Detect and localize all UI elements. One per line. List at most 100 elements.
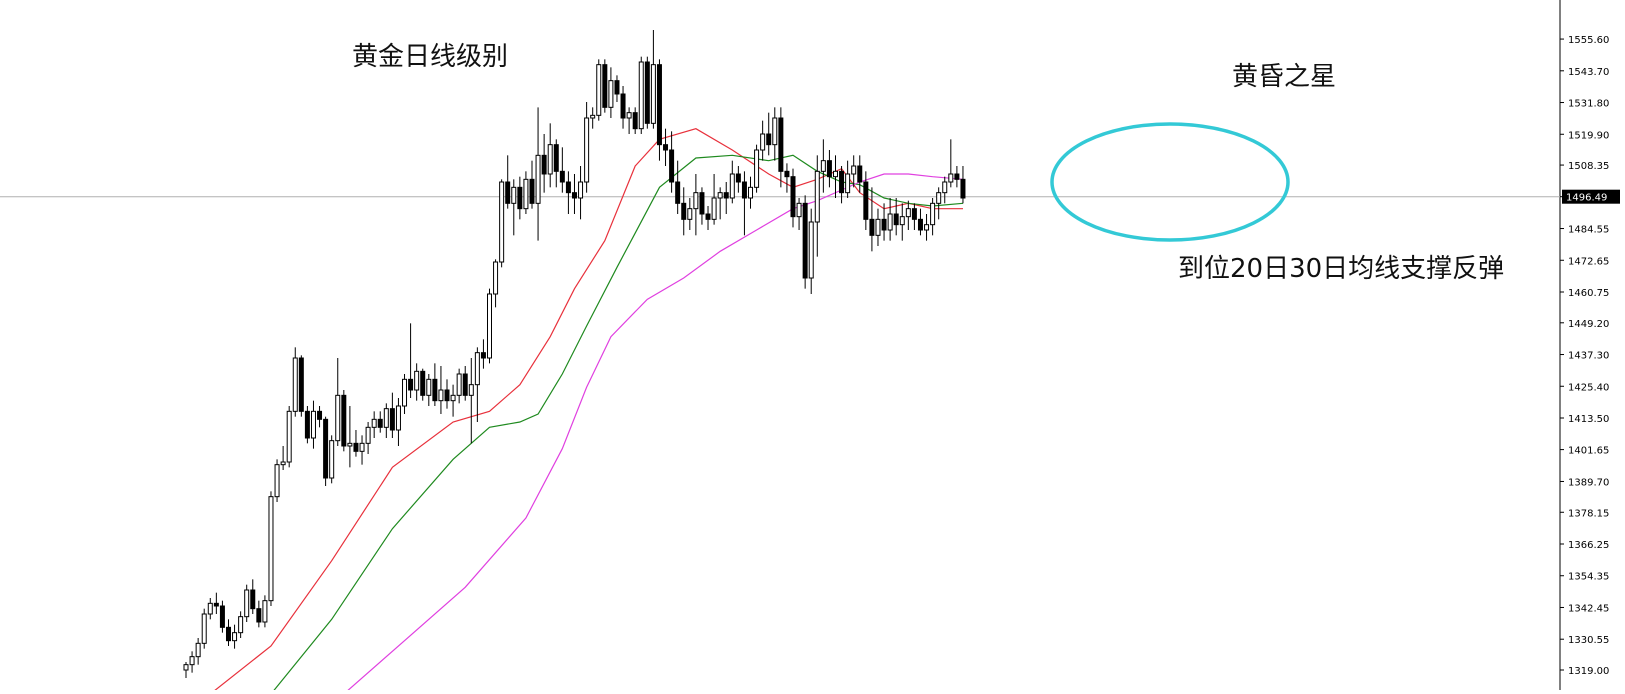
candle-up — [347, 442, 353, 447]
candle-up — [748, 186, 754, 199]
candle-up — [626, 112, 632, 119]
candle-up — [238, 616, 244, 634]
candle-down — [705, 213, 711, 220]
candle-down — [462, 373, 468, 396]
candle-down — [353, 442, 359, 452]
y-tick-label: 1378.15 — [1568, 508, 1609, 519]
candle-up — [608, 80, 614, 108]
candle-down — [857, 165, 863, 183]
candle-down — [869, 218, 875, 236]
candle-down — [256, 608, 262, 623]
y-tick-label: 1437.30 — [1568, 351, 1609, 362]
candle-up — [183, 664, 189, 671]
candle-down — [250, 589, 256, 610]
candle-up — [474, 352, 480, 386]
candle-up — [754, 149, 760, 188]
candle-up — [329, 440, 335, 479]
candle-down — [741, 181, 747, 199]
candle-up — [808, 221, 814, 279]
candle-down — [663, 144, 669, 151]
candle-down — [778, 117, 784, 172]
highlight-ellipse — [1050, 122, 1290, 242]
candle-up — [426, 378, 432, 396]
candle-down — [802, 202, 808, 279]
candle-up — [365, 426, 371, 444]
candle-up — [280, 461, 286, 466]
candle-up — [820, 160, 826, 172]
candle-up — [402, 378, 408, 407]
candle-up — [499, 181, 505, 263]
candle-down — [377, 418, 383, 428]
candle-up — [286, 410, 292, 463]
candle-up — [578, 181, 584, 199]
candle-up — [207, 602, 213, 615]
candle-down — [735, 173, 741, 183]
candle-up — [493, 261, 499, 295]
candle-up — [717, 192, 723, 199]
y-tick-label: 1484.55 — [1568, 225, 1609, 236]
candle-down — [219, 605, 225, 628]
candle-up — [371, 418, 377, 428]
candle-down — [571, 192, 577, 199]
candle-down — [553, 144, 559, 172]
candle-up — [189, 656, 195, 666]
candle-down — [389, 408, 395, 431]
y-tick-label: 1555.60 — [1568, 35, 1609, 46]
candle-down — [213, 602, 219, 607]
candle-down — [790, 176, 796, 218]
candle-up — [547, 144, 553, 175]
y-tick-label: 1425.40 — [1568, 382, 1609, 393]
candle-up — [195, 642, 201, 658]
candle-down — [766, 133, 772, 146]
candle-down — [699, 192, 705, 215]
y-tick-label: 1460.75 — [1568, 288, 1609, 299]
candle-up — [596, 64, 602, 116]
y-tick-label: 1472.65 — [1568, 256, 1609, 267]
candle-down — [559, 170, 565, 183]
pattern-annotation: 黄昏之星 — [1232, 62, 1337, 92]
candle-down — [632, 112, 638, 130]
candle-up — [395, 405, 401, 431]
candle-down — [723, 192, 729, 199]
candle-up — [590, 114, 596, 119]
candle-up — [905, 208, 911, 218]
y-tick-label: 1319.00 — [1568, 666, 1609, 677]
candle-down — [881, 218, 887, 231]
candle-down — [893, 213, 899, 226]
candle-up — [711, 197, 717, 220]
candle-up — [693, 192, 699, 210]
current-price-badge — [1562, 189, 1620, 204]
candle-down — [917, 218, 923, 231]
candle-up — [201, 613, 207, 644]
candle-up — [650, 64, 656, 124]
candle-down — [541, 154, 547, 175]
candle-up — [814, 170, 820, 223]
candle-down — [323, 418, 329, 479]
candle-down — [602, 64, 608, 108]
candle-down — [420, 370, 426, 396]
candle-up — [359, 442, 365, 452]
candle-up — [274, 464, 280, 498]
y-tick-label: 1519.90 — [1568, 130, 1609, 141]
support-annotation: 到位20日30日均线支撑反弹 — [1178, 254, 1505, 284]
candle-up — [310, 410, 316, 439]
y-tick-label: 1330.55 — [1568, 635, 1609, 646]
y-tick-label: 1366.25 — [1568, 540, 1609, 551]
chart-title-annotation: 黄金日线级别 — [352, 42, 509, 72]
candle-down — [444, 389, 450, 402]
candle-up — [796, 202, 802, 218]
candle-up — [729, 173, 735, 199]
candle-down — [529, 178, 535, 204]
candle-down — [298, 357, 304, 412]
candle-down — [669, 149, 675, 183]
candle-down — [960, 178, 966, 199]
candle-up — [268, 496, 274, 602]
candle-down — [863, 181, 869, 220]
candle-up — [511, 186, 517, 204]
candle-up — [845, 173, 851, 194]
candle-up — [456, 373, 462, 396]
candle-down — [432, 378, 438, 402]
candle-up — [232, 632, 238, 642]
